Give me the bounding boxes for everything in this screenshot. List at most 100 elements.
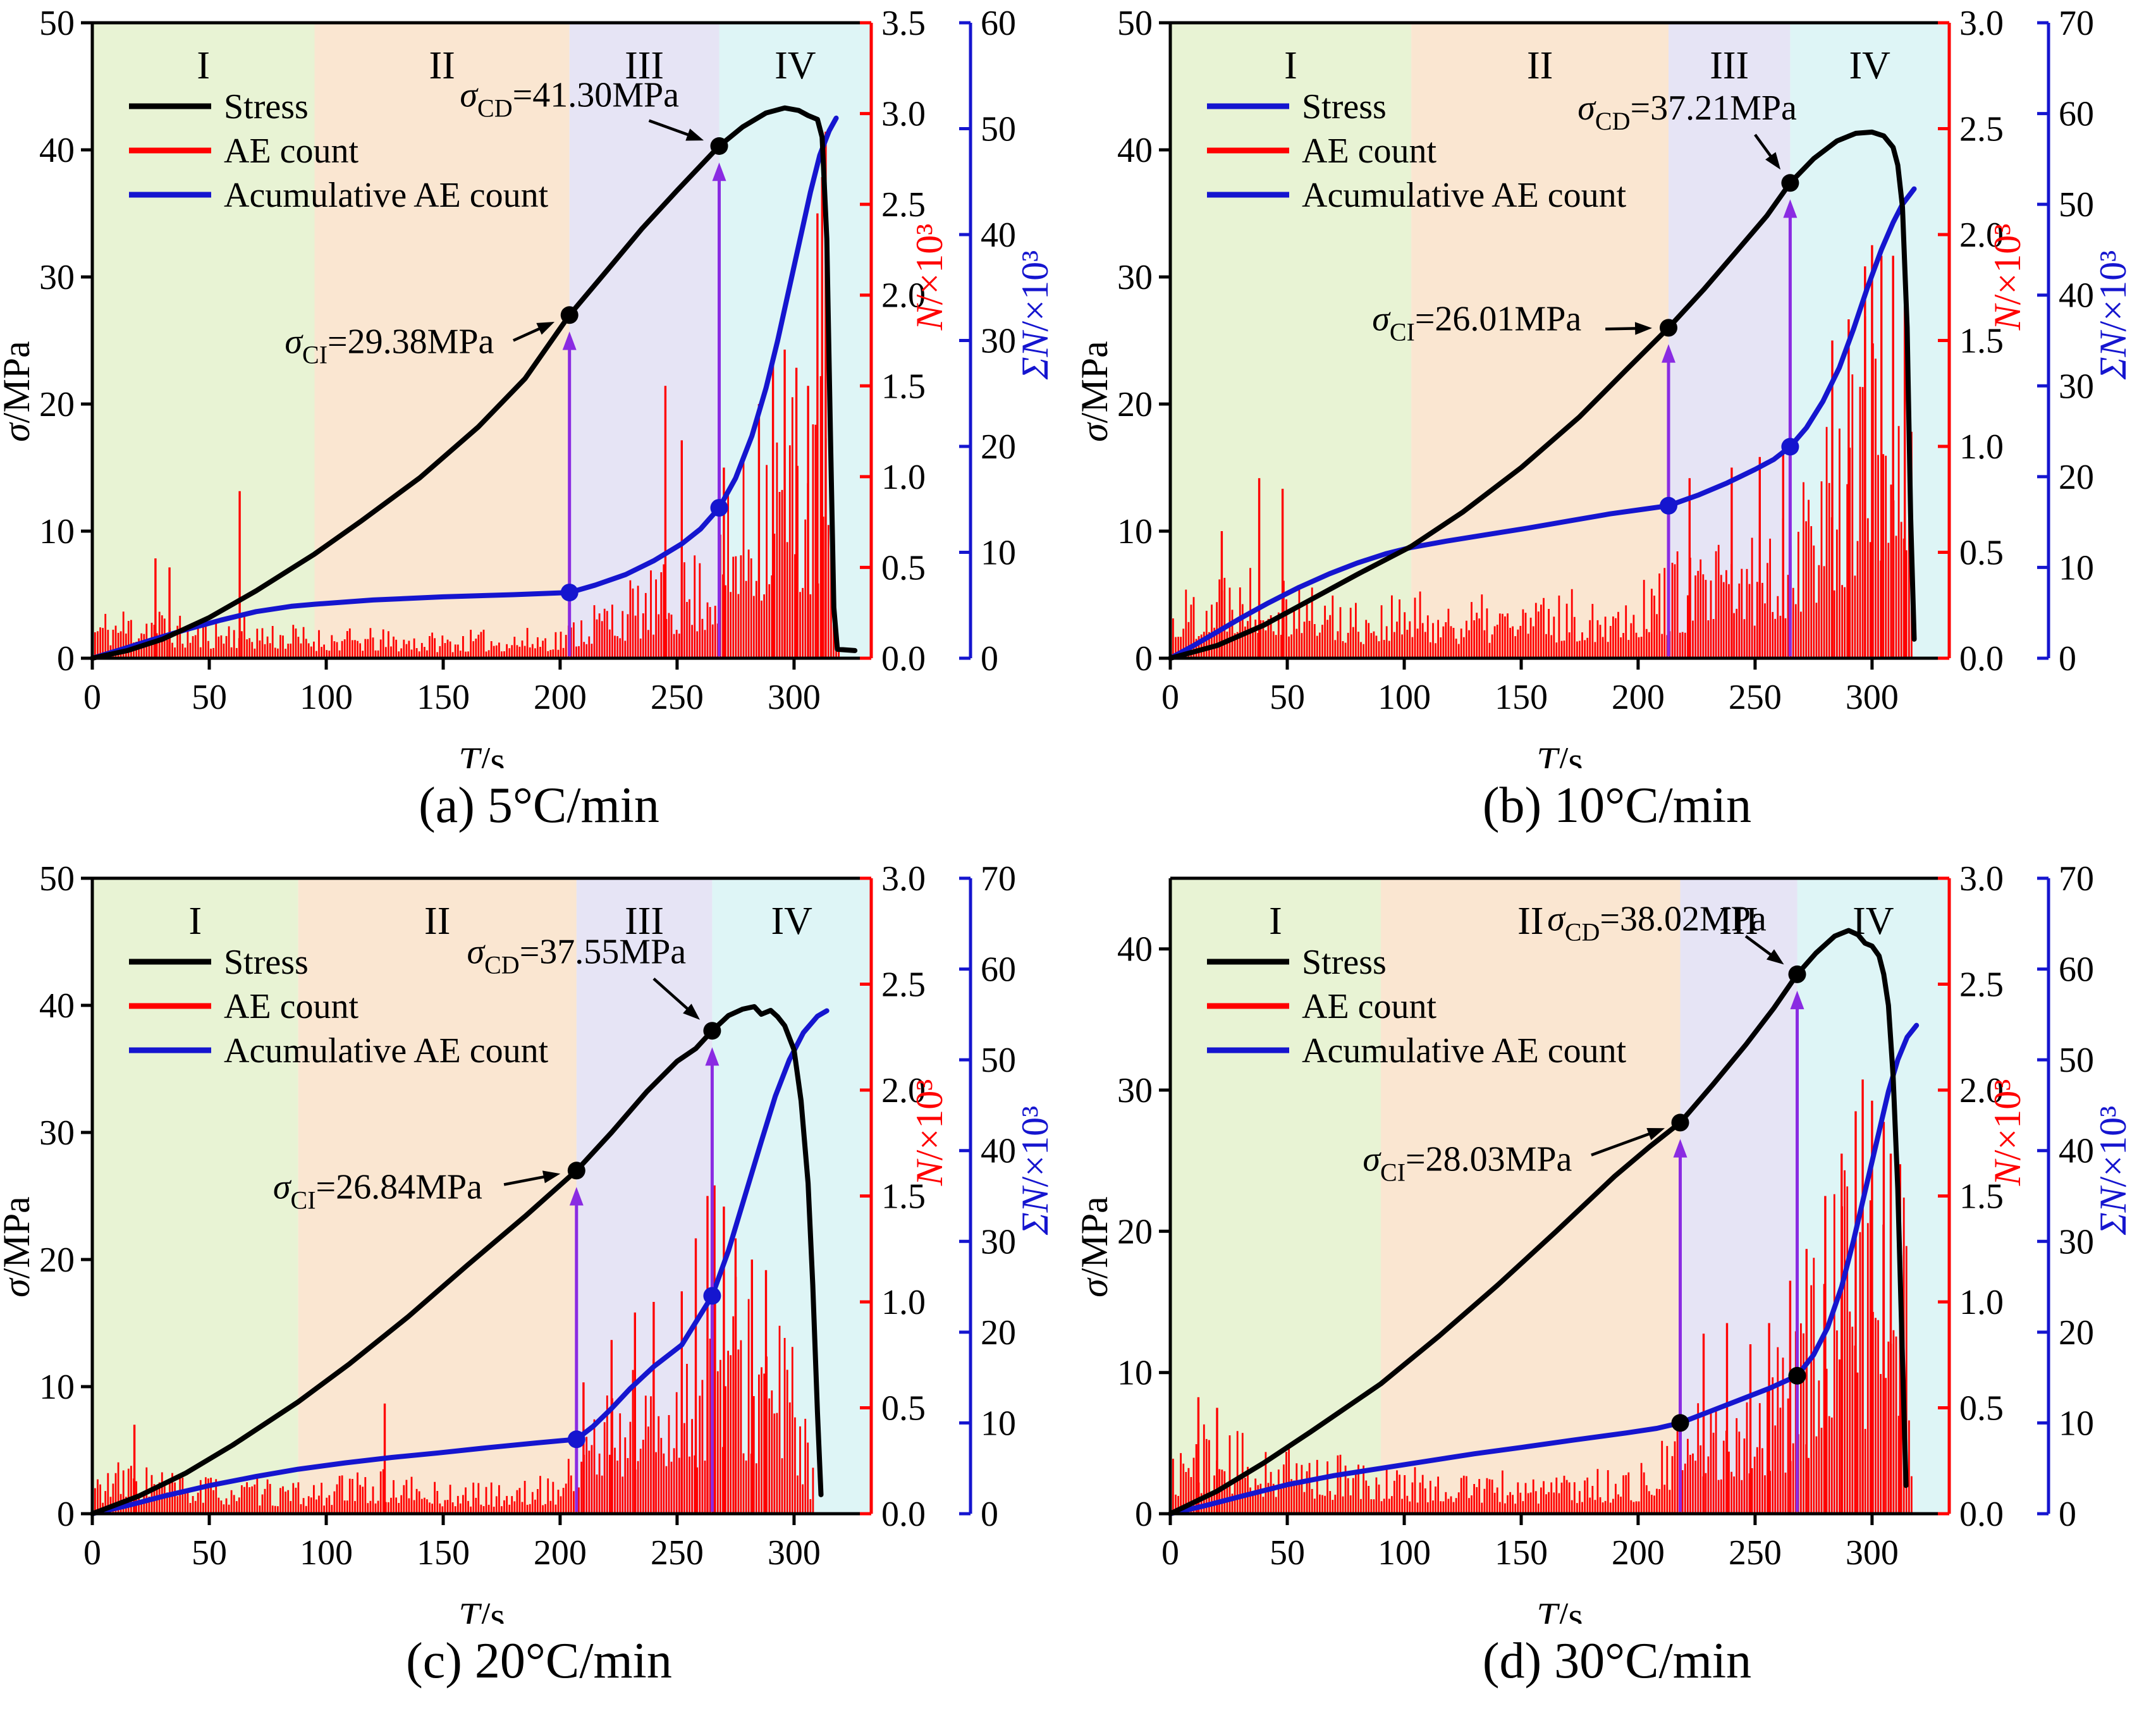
legend-label: Acumulative AE count	[1302, 1031, 1627, 1070]
stress-dot	[1788, 965, 1806, 983]
stress-curve	[90, 1004, 824, 1516]
legend-label: AE count	[1302, 132, 1437, 171]
y-blue-axis-title: ΣN/×10³	[2092, 1106, 2134, 1236]
svg-text:50: 50	[981, 1041, 1016, 1080]
svg-text:300: 300	[768, 678, 821, 717]
panel-c-cell: I II III IV σCI=26.84MPa σCD=37.55MPa 0 10 20 30 4…	[0, 856, 1078, 1711]
zone-label-IV: IV	[771, 900, 812, 943]
svg-text:3.0: 3.0	[881, 95, 926, 134]
svg-text:1.5: 1.5	[1959, 1177, 2004, 1217]
cumulative-dots	[1671, 1366, 1806, 1432]
sigma-ci-label: σCI=26.01MPa	[1372, 299, 1581, 346]
svg-text:30: 30	[1117, 1071, 1153, 1110]
svg-text:1.0: 1.0	[1959, 427, 2004, 467]
cumulative-ae-curve	[1168, 186, 1917, 661]
svg-text:40: 40	[1117, 930, 1153, 969]
zone-label-II: II	[429, 44, 455, 87]
svg-text:20: 20	[2059, 1313, 2094, 1352]
zone-label-I: I	[1269, 900, 1282, 943]
svg-text:40: 40	[2059, 1132, 2094, 1171]
cumulative-dots	[560, 499, 728, 602]
y-left-axis-title: σ/MPa	[0, 1196, 37, 1297]
sigma-ci-label: σCI=26.84MPa	[273, 1168, 482, 1215]
svg-text:50: 50	[1270, 1533, 1305, 1573]
y-left-axis-title: σ/MPa	[0, 341, 37, 442]
svg-text:2.5: 2.5	[1959, 966, 2004, 1005]
svg-text:40: 40	[2059, 276, 2094, 316]
svg-text:10: 10	[981, 1404, 1016, 1443]
svg-text:150: 150	[417, 678, 470, 717]
stage-zones: I II III IV	[92, 23, 871, 658]
cumulative-dots	[1660, 438, 1799, 515]
y-red-axis-title: N/×10³	[1987, 1079, 2028, 1187]
svg-text:20: 20	[39, 385, 75, 424]
legend: Stress AE count Acumulative AE count	[129, 943, 549, 1070]
svg-text:0.0: 0.0	[1959, 639, 2004, 678]
sigma-cd-label: σCD=37.55MPa	[467, 933, 687, 979]
svg-text:250: 250	[1729, 1533, 1782, 1573]
svg-text:300: 300	[1846, 678, 1899, 717]
stress-curve	[90, 105, 858, 661]
svg-text:2.0: 2.0	[881, 276, 926, 316]
y-red-axis-title: N/×10³	[909, 1079, 950, 1187]
sigma-ci-label: σCI=29.38MPa	[285, 322, 494, 369]
svg-text:150: 150	[417, 1533, 470, 1573]
x-axis-title: T/s	[1536, 1595, 1583, 1624]
svg-text:200: 200	[534, 678, 587, 717]
svg-text:3.5: 3.5	[881, 4, 926, 43]
svg-text:10: 10	[2059, 548, 2094, 587]
svg-text:2.0: 2.0	[881, 1071, 926, 1110]
svg-text:20: 20	[2059, 458, 2094, 497]
zone-label-II: II	[1527, 44, 1553, 87]
svg-text:300: 300	[1846, 1533, 1899, 1573]
x-axis-title: T/s	[458, 1595, 505, 1624]
svg-text:60: 60	[981, 4, 1016, 43]
svg-text:0.0: 0.0	[1959, 1495, 2004, 1534]
svg-text:0: 0	[2059, 1495, 2076, 1534]
legend-label: AE count	[1302, 987, 1437, 1026]
y-blue-axis-title: ΣN/×10³	[1014, 250, 1056, 380]
chart-panel-a: I II III IV σCI=29.38MPa σCD=41.30MPa 0 10 20 30 4…	[0, 0, 1078, 768]
svg-text:30: 30	[39, 258, 75, 297]
svg-text:1.0: 1.0	[1959, 1283, 2004, 1322]
svg-text:70: 70	[2059, 4, 2094, 43]
svg-text:0: 0	[57, 1495, 75, 1534]
svg-text:0: 0	[981, 1495, 998, 1534]
zone-label-I: I	[197, 44, 210, 87]
svg-text:1.0: 1.0	[881, 458, 926, 497]
legend-label: Stress	[224, 87, 309, 126]
svg-text:0.5: 0.5	[881, 1389, 926, 1428]
svg-text:0.5: 0.5	[1959, 1389, 2004, 1428]
sigma-annotations: σCI=26.01MPa σCD=37.21MPa	[1372, 89, 1799, 346]
stage-zones: I II III IV	[1170, 878, 1949, 1514]
svg-text:0: 0	[1135, 1495, 1153, 1534]
svg-text:60: 60	[981, 950, 1016, 990]
svg-text:0: 0	[83, 678, 101, 717]
svg-text:50: 50	[39, 4, 75, 43]
svg-text:1.5: 1.5	[881, 1177, 926, 1217]
svg-text:20: 20	[981, 427, 1016, 467]
cumulative-ae-curve	[90, 115, 839, 661]
svg-text:200: 200	[1612, 1533, 1665, 1573]
svg-text:50: 50	[39, 859, 75, 898]
svg-text:1.5: 1.5	[1959, 322, 2004, 361]
svg-text:70: 70	[2059, 859, 2094, 898]
panel-d-cell: I II III IV σCI=28.03MPa σCD=38.02MPa 0 10 20 30 4…	[1078, 856, 2156, 1711]
svg-text:10: 10	[39, 1368, 75, 1407]
y-left-axis-title: σ/MPa	[1078, 1196, 1115, 1297]
svg-text:40: 40	[981, 1132, 1016, 1171]
zone-label-II: II	[1517, 900, 1543, 943]
svg-text:10: 10	[1117, 1354, 1153, 1393]
ae-count-bars	[94, 1185, 814, 1514]
legend-label: Stress	[1302, 943, 1387, 982]
panel-b-cell: I II III IV σCI=26.01MPa σCD=37.21MPa 0 10 20 30 4…	[1078, 0, 2156, 856]
svg-text:0: 0	[83, 1533, 101, 1573]
zone-label-III: III	[625, 900, 664, 943]
svg-text:3.0: 3.0	[1959, 859, 2004, 898]
panel-a-caption: (a) 5°C/min	[419, 778, 659, 833]
legend: Stress AE count Acumulative AE count	[129, 87, 549, 215]
svg-text:30: 30	[981, 322, 1016, 361]
svg-text:20: 20	[39, 1241, 75, 1280]
svg-text:20: 20	[1117, 385, 1153, 424]
